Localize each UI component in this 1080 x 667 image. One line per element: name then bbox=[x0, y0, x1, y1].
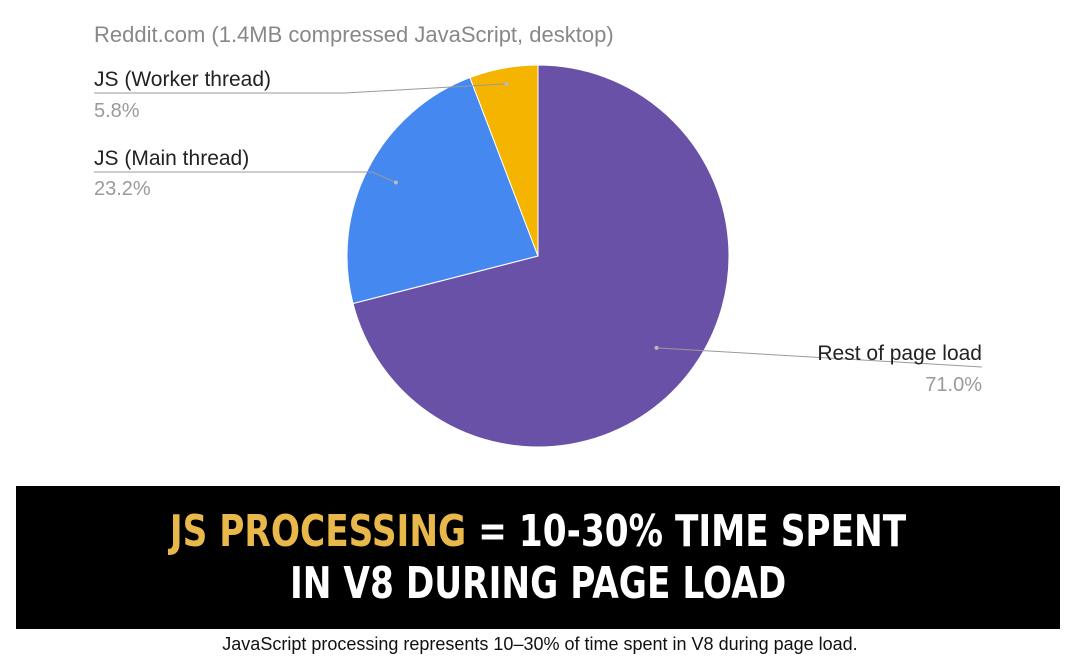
leader-dot-js-worker-thread bbox=[504, 81, 509, 86]
leader-line-js-main-thread bbox=[94, 171, 397, 183]
slice-label-rest-of-page-load: Rest of page load bbox=[817, 342, 982, 365]
headline-line-1: JS PROCESSING = 10-30% TIME SPENT bbox=[170, 506, 906, 558]
headline-line-1-rest: = 10-30% TIME SPENT bbox=[466, 505, 907, 557]
leader-dot-rest-of-page-load bbox=[654, 345, 659, 350]
leader-line-rest-of-page-load bbox=[656, 347, 983, 368]
headline-banner: JS PROCESSING = 10-30% TIME SPENT IN V8 … bbox=[16, 486, 1060, 629]
pie-slice-js-worker-thread[interactable] bbox=[469, 64, 539, 257]
pie-chart: Reddit.com (1.4MB compressed JavaScript,… bbox=[94, 22, 983, 448]
headline-line-2: IN V8 DURING PAGE LOAD bbox=[289, 557, 787, 609]
slice-value-js-main-thread: 23.2% bbox=[94, 178, 151, 200]
slice-label-js-main-thread: JS (Main thread) bbox=[94, 147, 249, 170]
leader-line-js-worker-thread bbox=[94, 83, 507, 94]
slice-label-js-worker-thread: JS (Worker thread) bbox=[94, 68, 271, 91]
slice-value-rest-of-page-load: 71.0% bbox=[925, 374, 982, 396]
pie-slice-rest-of-page-load[interactable] bbox=[352, 64, 730, 448]
slice-value-js-worker-thread: 5.8% bbox=[94, 100, 140, 122]
headline-highlight: JS PROCESSING bbox=[169, 505, 467, 557]
pie-slice-js-main-thread[interactable] bbox=[346, 76, 539, 305]
chart-title: Reddit.com (1.4MB compressed JavaScript,… bbox=[94, 22, 614, 47]
leader-dot-js-main-thread bbox=[393, 180, 398, 185]
figure-caption: JavaScript processing represents 10–30% … bbox=[222, 634, 858, 654]
